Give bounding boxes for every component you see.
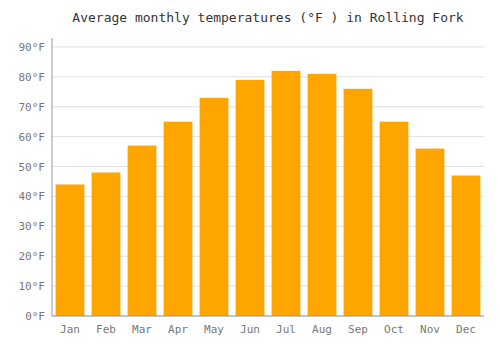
chart: Average monthly temperatures (°F ) in Ro… [0, 0, 500, 350]
x-axis: Jan Feb Mar Apr May Jun Jul Aug Sep Oct Nov Dec [60, 323, 476, 336]
grid-line [52, 106, 484, 107]
y-tick-label: 80°F [19, 71, 46, 84]
y-tick-label: 30°F [19, 220, 46, 233]
x-tick-label: Aug [312, 323, 332, 336]
x-tick-label: Feb [96, 323, 116, 336]
x-tick-label: Apr [168, 323, 188, 336]
bar [164, 122, 193, 316]
bar [380, 122, 409, 316]
title: Average monthly temperatures (°F ) in Ro… [72, 10, 464, 25]
y-tick-label: 40°F [19, 190, 46, 203]
y-tick-label: 50°F [19, 161, 46, 174]
bar [344, 89, 373, 316]
y-tick-label: 20°F [19, 250, 46, 263]
bar [128, 146, 157, 316]
bar [200, 98, 229, 316]
x-tick-label: Sep [348, 323, 368, 336]
x-tick-label: May [204, 323, 224, 336]
x-tick-label: Oct [384, 323, 404, 336]
x-tick-label: Jul [276, 323, 296, 336]
grid-line [52, 76, 484, 77]
x-tick-label: Mar [132, 323, 152, 336]
y-tick-label: 10°F [19, 280, 46, 293]
grid-line [52, 136, 484, 137]
y-tick-label: 60°F [19, 131, 46, 144]
bar [452, 176, 481, 316]
bar [416, 149, 445, 316]
bar [236, 80, 265, 316]
y-tick-label: 0°F [25, 310, 45, 323]
x-axis-line [52, 316, 484, 317]
x-tick-label: Nov [420, 323, 440, 336]
x-tick-label: Jun [240, 323, 260, 336]
bar [308, 74, 337, 316]
grid-line [52, 46, 484, 47]
y-axis-line [52, 38, 53, 316]
bar [56, 184, 85, 316]
grid-line [52, 316, 484, 317]
x-tick-label: Dec [456, 323, 476, 336]
bars [56, 71, 481, 316]
bar [272, 71, 301, 316]
y-axis: 0°F 10°F 20°F 30°F 40°F 50°F 60°F 70°F 80°F 90°F [19, 41, 485, 323]
bar [92, 173, 121, 316]
y-tick-label: 70°F [19, 101, 46, 114]
x-tick-label: Jan [60, 323, 80, 336]
y-tick-label: 90°F [19, 41, 46, 54]
